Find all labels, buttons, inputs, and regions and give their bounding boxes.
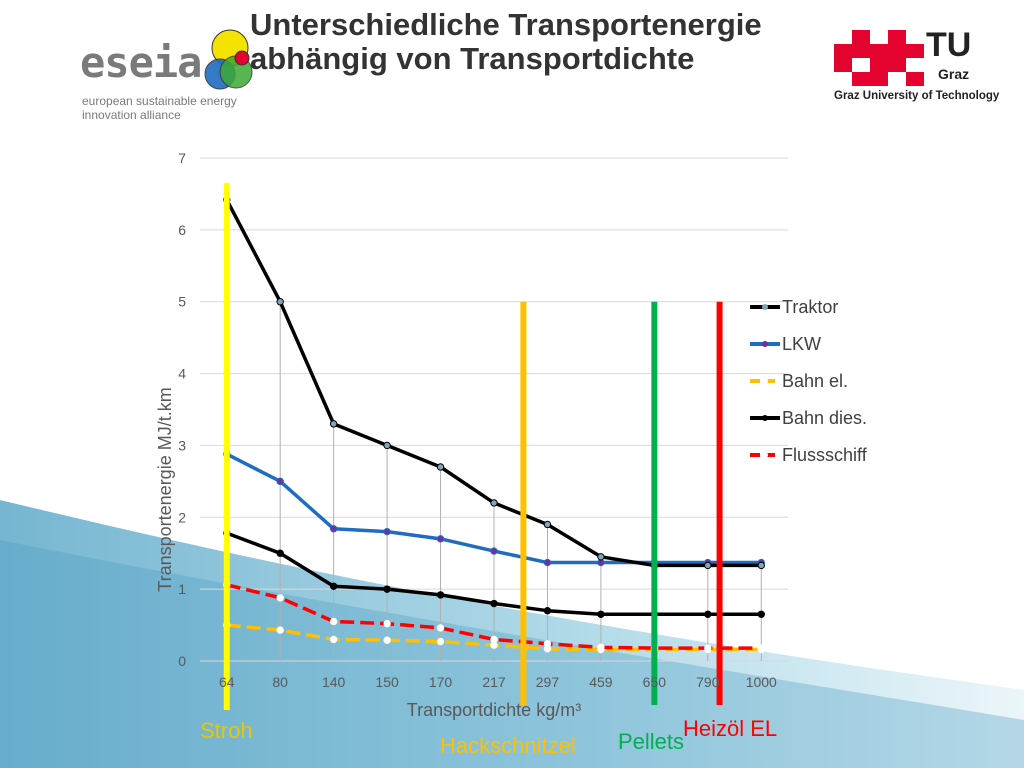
tu-graz-logo: TU Graz Graz University of Technology — [834, 26, 999, 110]
legend-marker-traktor — [762, 304, 768, 310]
data-point-bahn-dies- — [543, 607, 552, 615]
data-point-lkw — [383, 527, 391, 536]
x-tick-label: 459 — [589, 674, 613, 690]
eseia-logo-word: eseia — [80, 38, 202, 87]
data-point-traktor — [490, 499, 498, 507]
data-point-bahn-dies- — [329, 582, 338, 590]
annotation-label-stroh: Stroh — [200, 718, 253, 743]
data-point-flussschiff — [436, 624, 445, 632]
y-axis-title: Transportenergie MJ/t.km — [155, 387, 175, 591]
data-point-traktor — [276, 298, 284, 306]
legend-label-flussschiff: Flussschiff — [782, 445, 868, 465]
data-point-flussschiff — [543, 640, 552, 648]
data-point-bahn-el- — [276, 626, 284, 634]
data-point-traktor — [704, 561, 712, 570]
tu-graz-cell — [906, 44, 924, 58]
y-tick-label: 6 — [178, 222, 186, 238]
data-point-flussschiff — [276, 594, 284, 602]
data-point-flussschiff — [383, 619, 391, 628]
annotation-label-pellets: Pellets — [618, 729, 685, 754]
data-point-bahn-dies- — [436, 591, 445, 599]
tu-graz-cell — [852, 44, 870, 58]
tu-graz-pattern-icon — [834, 30, 924, 86]
data-point-lkw — [276, 477, 284, 486]
tu-graz-cell — [888, 58, 906, 72]
y-tick-label: 5 — [178, 294, 186, 310]
data-point-bahn-dies- — [757, 610, 765, 618]
y-tick-label: 3 — [178, 437, 186, 453]
x-tick-label: 790 — [696, 674, 720, 690]
legend: Traktor LKW Bahn el. Bahn dies. Flussschiff — [750, 297, 868, 465]
eseia-logo: eseia european sustainable energy innova… — [70, 20, 270, 130]
data-point-bahn-dies- — [597, 610, 605, 618]
tu-graz-tu: TU — [926, 26, 972, 64]
series-line-flussschiff — [226, 583, 762, 650]
y-tick-label: 2 — [178, 509, 186, 525]
data-point-bahn-dies- — [704, 610, 712, 618]
data-point-bahn-dies- — [276, 549, 284, 557]
data-point-bahn-el- — [383, 636, 391, 644]
tu-graz-cell — [906, 72, 924, 86]
annotation-label-hackschnitzel: Hackschnitzel — [440, 733, 576, 758]
x-tick-label: 297 — [536, 674, 560, 690]
x-axis-title: Transportdichte kg/m³ — [407, 700, 581, 720]
annotation-label-heiz-l-el: Heizöl EL — [683, 716, 778, 741]
y-tick-label: 4 — [178, 366, 186, 382]
data-point-flussschiff — [757, 644, 765, 652]
tu-graz-cell — [870, 72, 888, 86]
legend-marker-bahn-el- — [762, 378, 768, 384]
data-point-bahn-el- — [436, 637, 445, 646]
x-tick-label: 150 — [375, 674, 399, 690]
y-tick-label: 0 — [178, 653, 186, 669]
data-point-traktor — [329, 420, 338, 428]
x-tick-label: 140 — [322, 674, 346, 690]
tu-graz-graz: Graz — [938, 66, 970, 82]
x-tick-label: 170 — [429, 674, 453, 690]
data-point-bahn-dies- — [490, 599, 498, 608]
data-point-flussschiff — [704, 644, 712, 652]
tu-graz-cell — [888, 44, 906, 58]
data-point-traktor — [383, 441, 391, 450]
data-point-lkw — [543, 558, 552, 567]
data-point-bahn-dies- — [383, 585, 391, 593]
x-tick-label: 64 — [219, 674, 235, 690]
data-point-lkw — [436, 535, 445, 543]
tu-graz-cell — [834, 44, 852, 58]
data-point-flussschiff — [597, 643, 605, 652]
legend-marker-bahn-dies- — [762, 415, 768, 421]
tu-graz-cell — [870, 44, 888, 58]
data-point-bahn-el- — [329, 635, 338, 644]
x-tick-label: 650 — [643, 674, 667, 690]
tu-graz-name: Graz University of Technology — [834, 90, 1000, 102]
eseia-circles-icon — [204, 29, 253, 90]
page-title: Unterschiedliche Transportenergie abhäng… — [250, 7, 762, 76]
data-point-lkw — [329, 525, 338, 533]
legend-label-traktor: Traktor — [782, 297, 838, 317]
x-tick-label: 217 — [482, 674, 506, 690]
data-point-traktor — [543, 520, 552, 529]
y-tick-label: 7 — [178, 150, 186, 166]
x-tick-label: 1000 — [746, 674, 777, 690]
legend-label-lkw: LKW — [782, 334, 821, 354]
legend-marker-flussschiff — [762, 452, 768, 458]
data-point-traktor — [757, 561, 765, 570]
data-point-lkw — [490, 547, 498, 555]
x-tick-label: 80 — [272, 674, 288, 690]
legend-label-bahn-el-: Bahn el. — [782, 371, 848, 391]
tu-graz-cell — [852, 72, 870, 86]
data-point-traktor — [436, 463, 445, 471]
data-point-traktor — [597, 553, 605, 561]
data-point-flussschiff — [329, 617, 338, 626]
y-tick-label: 1 — [178, 581, 186, 597]
tu-graz-cell — [852, 30, 870, 44]
tu-graz-cell — [834, 58, 852, 72]
eseia-logo-tagline: european sustainable energy innovation a… — [82, 94, 237, 122]
legend-label-bahn-dies-: Bahn dies. — [782, 408, 867, 428]
data-point-flussschiff — [490, 635, 498, 644]
tu-graz-cell — [870, 58, 888, 72]
tu-graz-cell — [888, 30, 906, 44]
legend-marker-lkw — [762, 341, 768, 347]
